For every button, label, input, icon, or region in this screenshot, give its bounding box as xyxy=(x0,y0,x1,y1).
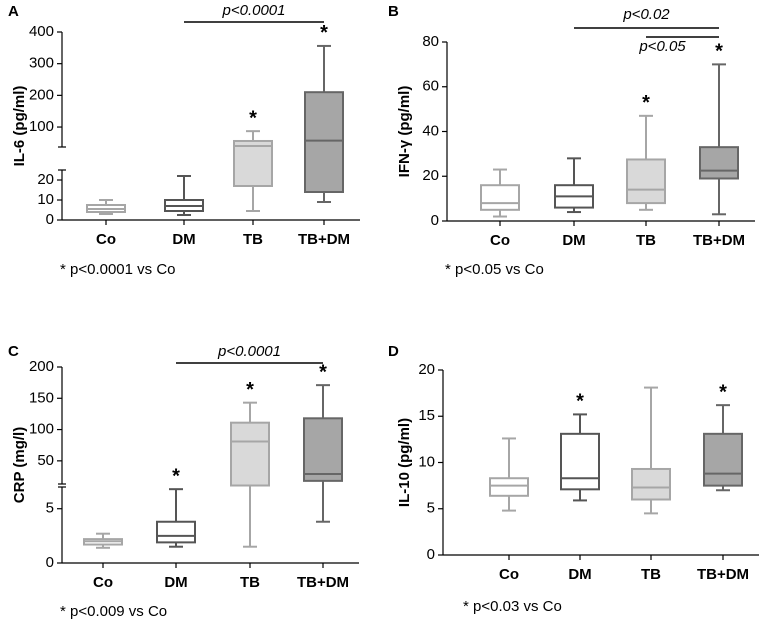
box xyxy=(699,146,739,180)
footnote: * p<0.03 vs Co xyxy=(463,598,562,615)
footnote: * p<0.009 vs Co xyxy=(60,603,167,620)
significance-star: * xyxy=(246,379,254,401)
panel: 0 5 10 15 20 IL-10 (pg/ml) D * p<0.03 vs Co Co DM… xyxy=(388,343,759,615)
x-tick-label: TB xyxy=(636,232,656,249)
y-tick-label: 0 xyxy=(46,554,54,571)
panel-letter: B xyxy=(388,3,399,20)
y-tick-label: 5 xyxy=(46,500,54,517)
y-tick-label: 20 xyxy=(422,167,439,184)
x-tick-label: DM xyxy=(172,231,195,248)
box xyxy=(480,184,520,211)
y-tick-label: 200 xyxy=(29,358,54,375)
y-tick-label: 10 xyxy=(418,453,435,470)
box xyxy=(230,421,270,487)
box xyxy=(560,432,600,491)
y-axis-label: IL-6 (pg/ml) xyxy=(11,86,28,167)
footnote: * p<0.05 vs Co xyxy=(445,261,544,278)
box xyxy=(233,139,273,187)
y-tick-label: 80 xyxy=(422,33,439,50)
y-tick-label: 150 xyxy=(29,389,54,406)
y-tick-label: 50 xyxy=(37,452,54,469)
y-tick-label: 0 xyxy=(427,546,435,563)
box xyxy=(703,432,743,487)
y-tick-label: 15 xyxy=(418,407,435,424)
panel-letter: C xyxy=(8,343,19,360)
y-tick-label: 20 xyxy=(418,361,435,378)
y-axis-label: CRP (mg/l) xyxy=(11,427,28,503)
x-tick-label: Co xyxy=(499,566,519,583)
significance-star: * xyxy=(715,41,723,63)
x-tick-label: TB+DM xyxy=(697,566,749,583)
significance-star: * xyxy=(319,361,327,383)
footnote: * p<0.0001 vs Co xyxy=(60,261,176,278)
significance-star: * xyxy=(172,465,180,487)
x-tick-label: TB xyxy=(641,566,661,583)
y-axis-label: IL-10 (pg/ml) xyxy=(396,418,413,507)
y-tick-label: 10 xyxy=(37,191,54,208)
y-tick-label: 400 xyxy=(29,23,54,40)
bracket-label: p<0.0001 xyxy=(222,2,286,19)
significance-star: * xyxy=(576,391,584,413)
x-tick-label: TB xyxy=(243,231,263,248)
panel: 0 20 40 60 80 IFN-γ (pg/ml) B * p<0.05 vs Co Co D… xyxy=(388,3,755,278)
x-tick-label: TB xyxy=(240,574,260,591)
y-axis-label: IFN-γ (pg/ml) xyxy=(396,86,413,178)
box xyxy=(303,417,343,482)
y-tick-label: 60 xyxy=(422,78,439,95)
y-tick-label: 300 xyxy=(29,55,54,72)
y-tick-label: 40 xyxy=(422,122,439,139)
x-tick-label: DM xyxy=(568,566,591,583)
box xyxy=(156,520,196,544)
box xyxy=(304,91,344,193)
x-tick-label: DM xyxy=(562,232,585,249)
bracket-label: p<0.05 xyxy=(638,38,686,55)
y-tick-label: 5 xyxy=(427,500,435,517)
significance-star: * xyxy=(642,92,650,114)
box xyxy=(489,477,529,497)
x-tick-label: Co xyxy=(490,232,510,249)
significance-star: * xyxy=(249,107,257,129)
x-tick-label: Co xyxy=(96,231,116,248)
y-tick-label: 20 xyxy=(37,171,54,188)
panel-letter: D xyxy=(388,343,399,360)
x-tick-label: TB+DM xyxy=(297,574,349,591)
significance-star: * xyxy=(719,381,727,403)
significance-star: * xyxy=(320,22,328,44)
x-tick-label: DM xyxy=(164,574,187,591)
panel: 0 10 20 100 200 300 400 IL-6 (pg/ml) A * p<0.0001… xyxy=(8,2,360,278)
x-tick-label: TB+DM xyxy=(693,232,745,249)
bracket-label: p<0.0001 xyxy=(217,343,281,360)
y-tick-label: 0 xyxy=(46,211,54,228)
bracket-label: p<0.02 xyxy=(622,6,670,23)
x-tick-label: Co xyxy=(93,574,113,591)
panel-letter: A xyxy=(8,3,19,20)
x-tick-label: TB+DM xyxy=(298,231,350,248)
y-tick-label: 100 xyxy=(29,118,54,135)
box xyxy=(626,158,666,205)
y-tick-label: 0 xyxy=(431,212,439,229)
y-tick-label: 200 xyxy=(29,86,54,103)
y-tick-label: 100 xyxy=(29,421,54,438)
box xyxy=(631,467,671,501)
panel: 0 5 50 100 150 200 CRP (mg/l) C * p<0.009 vs Co C… xyxy=(8,343,359,620)
